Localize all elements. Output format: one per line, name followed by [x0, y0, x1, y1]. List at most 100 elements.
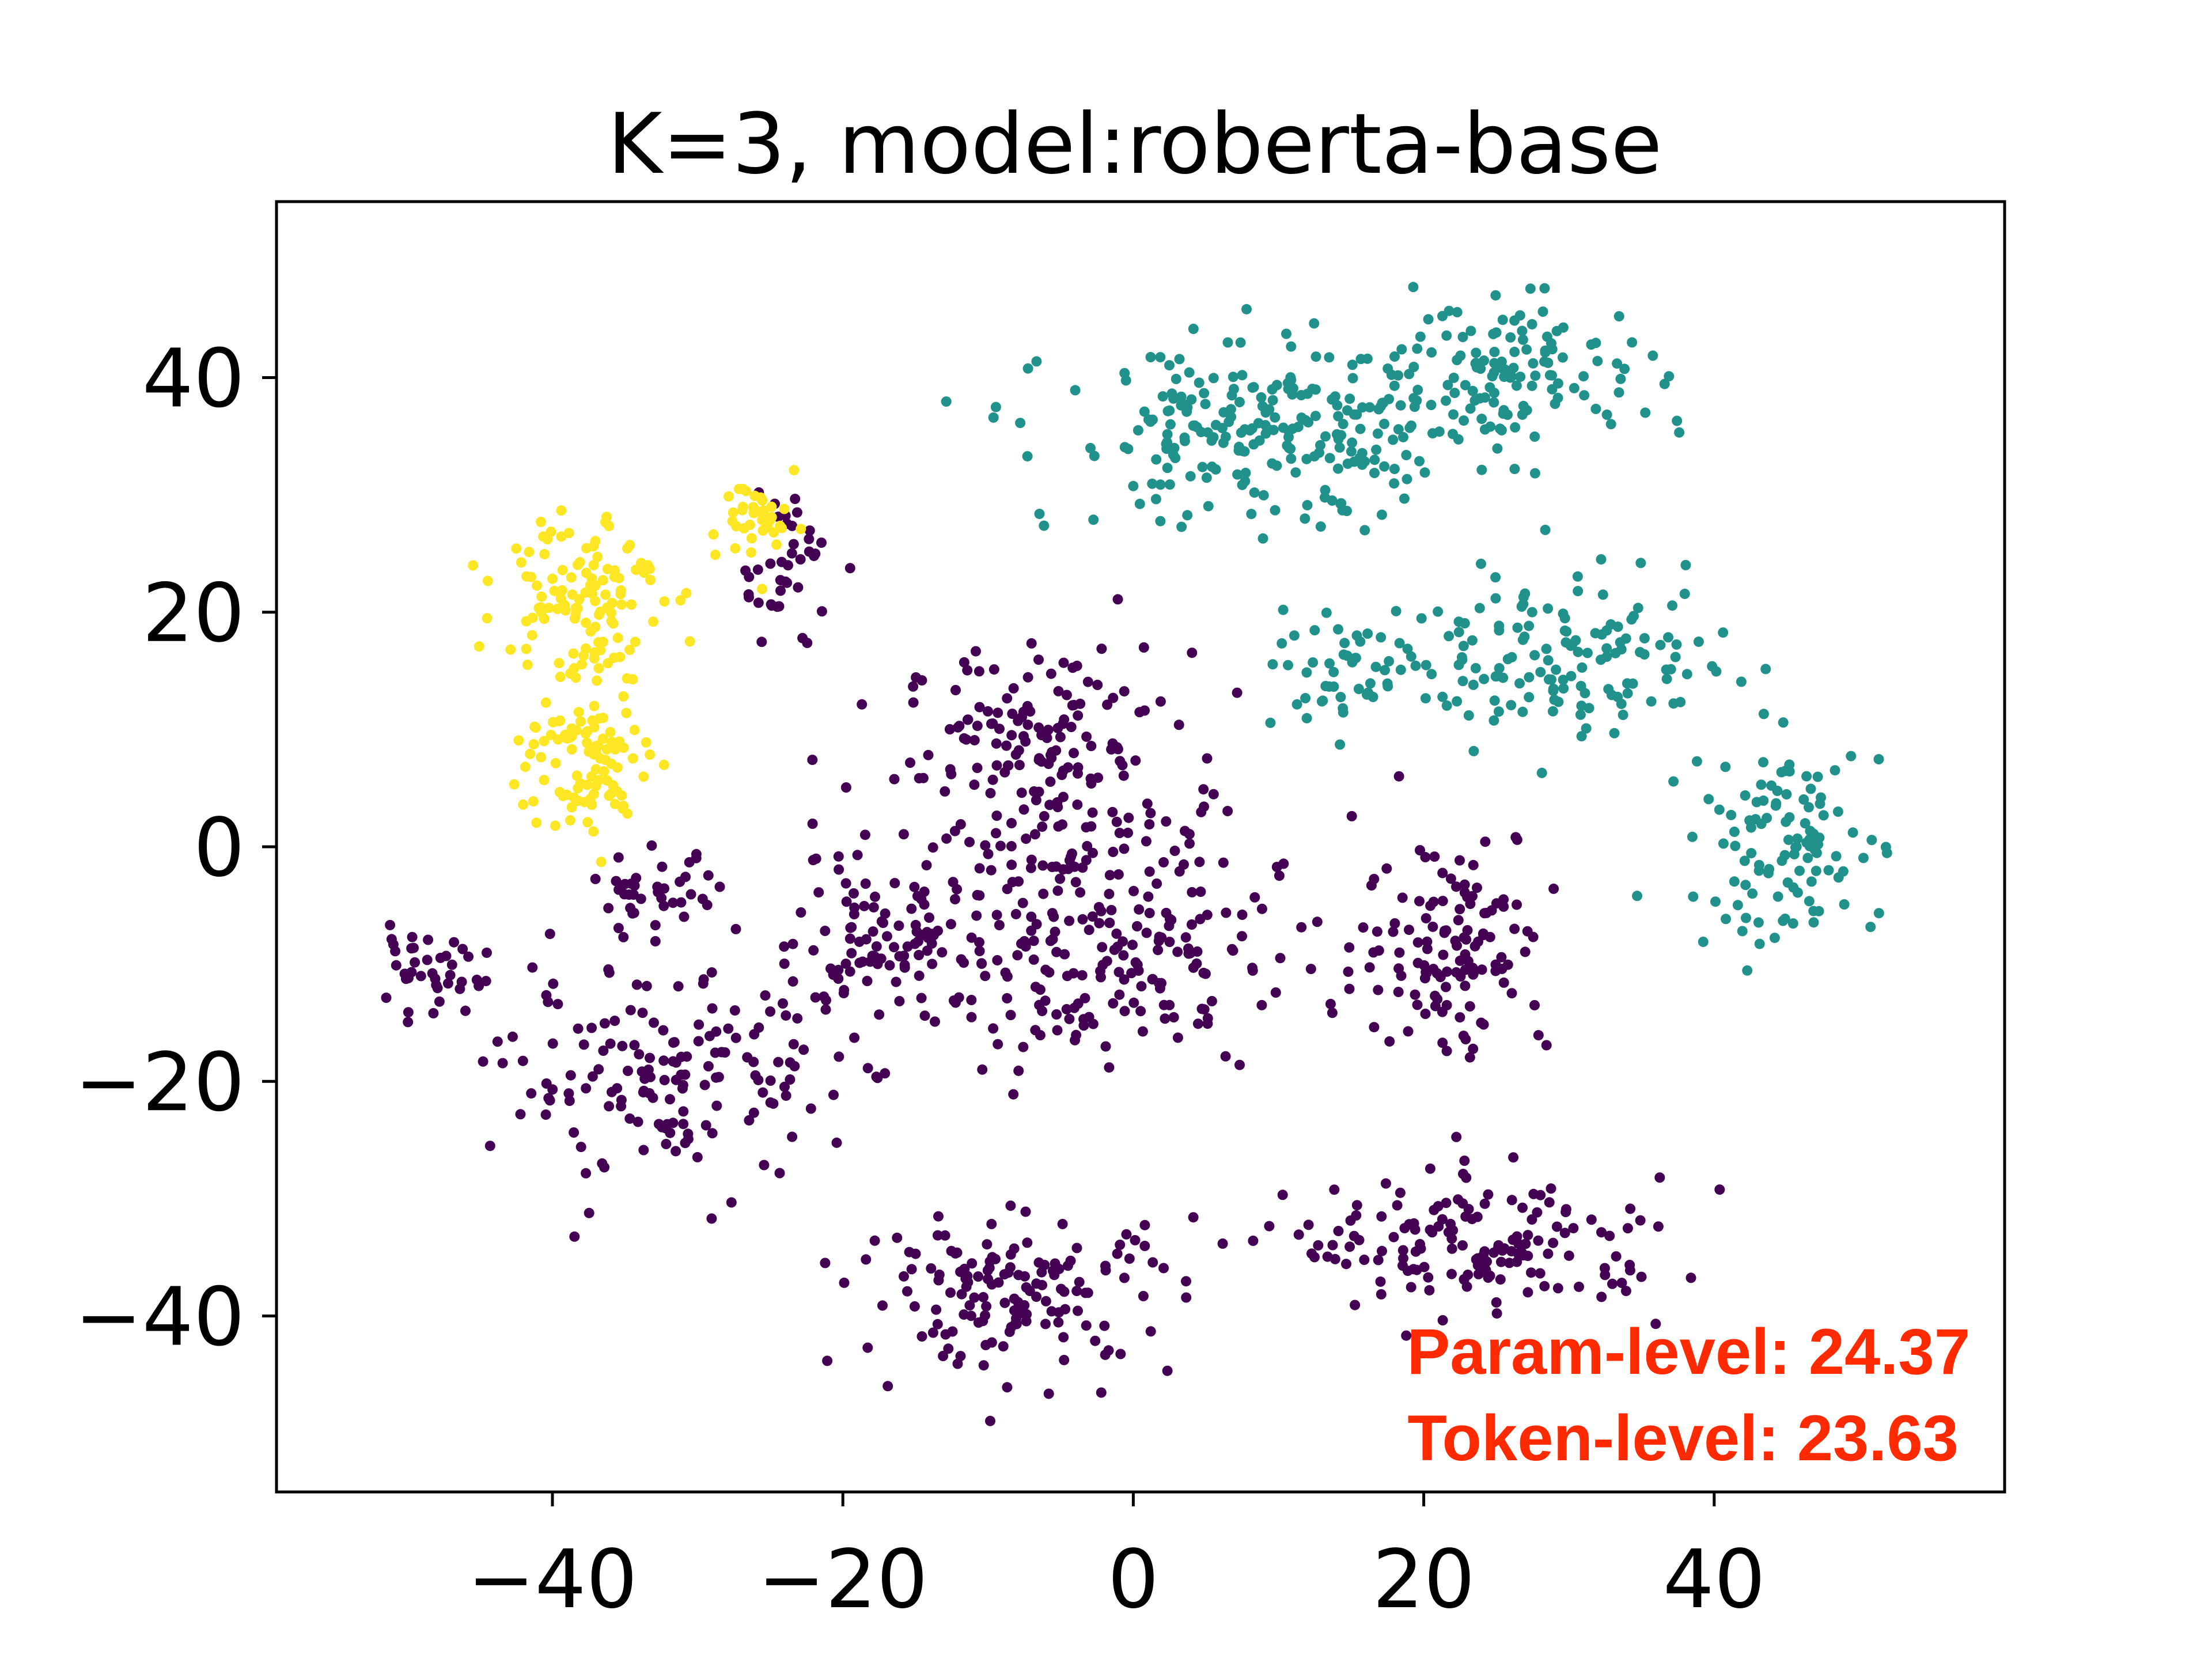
- scatter-point: [575, 716, 586, 727]
- scatter-point: [1572, 571, 1583, 582]
- scatter-point: [956, 1289, 967, 1300]
- scatter-point: [566, 731, 577, 742]
- scatter-point: [808, 945, 819, 956]
- scatter-point: [644, 1088, 655, 1099]
- scatter-point: [1145, 416, 1156, 427]
- scatter-point: [604, 1101, 615, 1112]
- scatter-point: [613, 923, 624, 934]
- scatter-point: [1324, 352, 1335, 363]
- scatter-point: [774, 1168, 785, 1179]
- scatter-point: [1518, 400, 1529, 411]
- scatter-point: [1061, 1004, 1072, 1014]
- scatter-point: [1181, 1292, 1192, 1303]
- scatter-point: [1237, 931, 1247, 942]
- scatter-point: [515, 1109, 526, 1120]
- scatter-point: [1551, 664, 1562, 675]
- scatter-point: [1758, 757, 1768, 768]
- scatter-point: [1344, 393, 1355, 404]
- scatter-point: [1354, 454, 1365, 465]
- scatter-point: [765, 1075, 776, 1086]
- scatter-point: [603, 658, 613, 669]
- scatter-point: [1401, 450, 1412, 460]
- scatter-point: [994, 724, 1005, 734]
- scatter-point: [1524, 620, 1535, 631]
- scatter-point: [628, 889, 639, 900]
- scatter-point: [1096, 1387, 1107, 1398]
- scatter-point: [931, 1304, 942, 1315]
- scatter-point: [950, 894, 960, 904]
- scatter-point: [539, 549, 550, 559]
- scatter-point: [1539, 283, 1550, 294]
- scatter-point: [889, 774, 900, 785]
- scatter-point: [1412, 937, 1423, 948]
- scatter-point: [1136, 981, 1147, 992]
- scatter-point: [1058, 1332, 1069, 1343]
- scatter-point: [1772, 891, 1783, 902]
- scatter-point: [1473, 936, 1483, 947]
- scatter-point: [579, 797, 590, 808]
- scatter-point: [1742, 965, 1753, 976]
- scatter-point: [1198, 784, 1209, 795]
- scatter-point: [1324, 453, 1335, 464]
- scatter-point: [1393, 987, 1404, 997]
- scatter-point: [1811, 847, 1822, 858]
- scatter-point: [600, 589, 611, 600]
- scatter-point: [860, 878, 871, 889]
- scatter-point: [1472, 1253, 1483, 1264]
- scatter-point: [1380, 665, 1390, 676]
- scatter-point: [1217, 1238, 1228, 1249]
- scatter-point: [1139, 1219, 1150, 1230]
- scatter-point: [700, 1120, 711, 1131]
- scatter-point: [1153, 945, 1164, 956]
- scatter-point: [785, 1074, 796, 1085]
- scatter-point: [1086, 741, 1097, 751]
- scatter-point: [1370, 661, 1381, 672]
- scatter-point: [977, 1064, 988, 1075]
- scatter-point: [594, 713, 605, 724]
- scatter-point: [1355, 354, 1366, 365]
- scatter-point: [758, 505, 769, 516]
- scatter-point: [1119, 1272, 1130, 1283]
- scatter-point: [1081, 822, 1092, 833]
- scatter-point: [1668, 776, 1679, 787]
- scatter-point: [1275, 953, 1286, 964]
- scatter-point: [1082, 676, 1093, 687]
- scatter-point: [550, 820, 560, 831]
- scatter-point: [990, 402, 1001, 412]
- scatter-point: [1247, 382, 1258, 393]
- scatter-point: [1664, 371, 1675, 382]
- scatter-point: [1168, 1012, 1179, 1022]
- scatter-point: [1108, 692, 1119, 703]
- scatter-point: [1003, 760, 1014, 771]
- scatter-point: [953, 722, 963, 733]
- scatter-point: [566, 572, 577, 583]
- scatter-point: [1616, 644, 1627, 655]
- scatter-point: [1459, 879, 1470, 890]
- scatter-point: [1286, 341, 1297, 352]
- scatter-point: [539, 736, 550, 747]
- scatter-point: [1437, 1214, 1448, 1225]
- scatter-point: [653, 1119, 664, 1130]
- scatter-point: [972, 721, 983, 732]
- scatter-point: [982, 1239, 993, 1250]
- scatter-point: [1144, 819, 1155, 830]
- scatter-point: [1693, 637, 1704, 647]
- scatter-point: [916, 993, 927, 1003]
- scatter-point: [538, 531, 549, 542]
- scatter-point: [1256, 903, 1267, 914]
- scatter-point: [1467, 635, 1478, 646]
- scatter-point: [1186, 919, 1197, 930]
- scatter-point: [589, 700, 600, 711]
- scatter-point: [1382, 681, 1393, 692]
- scatter-point: [1069, 1002, 1080, 1013]
- scatter-point: [480, 976, 491, 987]
- scatter-point: [1373, 945, 1384, 956]
- scatter-point: [1558, 683, 1569, 694]
- scatter-point: [635, 558, 646, 569]
- scatter-point: [1054, 1263, 1065, 1274]
- scatter-point: [1195, 914, 1206, 925]
- scatter-point: [1364, 402, 1375, 413]
- scatter-point: [521, 643, 532, 654]
- scatter-point: [1465, 403, 1476, 414]
- scatter-point: [726, 1197, 737, 1208]
